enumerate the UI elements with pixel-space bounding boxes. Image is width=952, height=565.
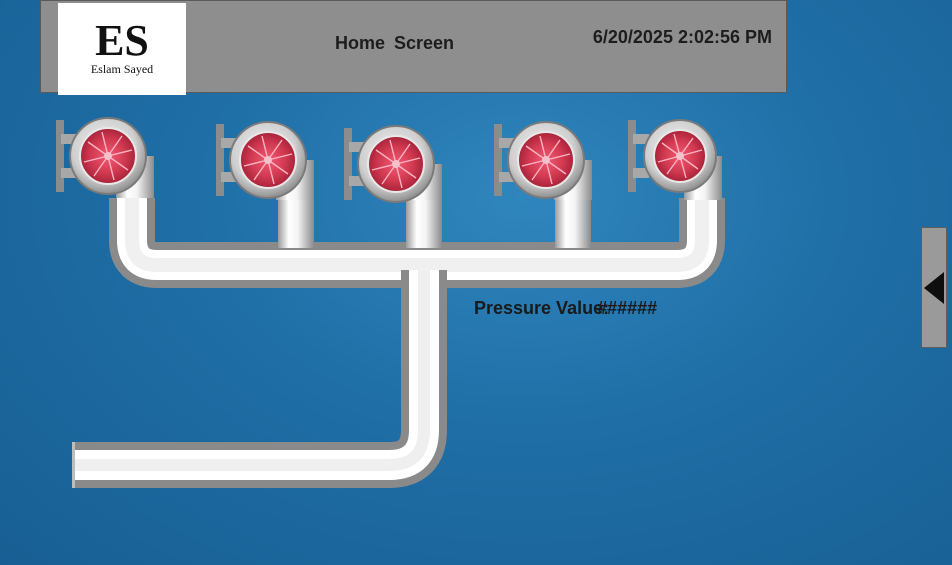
pump-3[interactable] — [344, 125, 442, 203]
pressure-readout: Pressure Value:###### — [474, 298, 657, 319]
pump-5[interactable] — [628, 119, 722, 200]
triangle-left-icon — [924, 272, 944, 304]
logo-initials: ES — [95, 16, 149, 65]
pump-2[interactable] — [216, 121, 314, 200]
side-panel-toggle-button[interactable] — [921, 227, 947, 348]
date-time-display: 6/20/2025 2:02:56 PM — [592, 27, 772, 47]
logo-name: Eslam Sayed — [90, 62, 154, 76]
pump-1[interactable] — [56, 117, 154, 198]
logo: ES Eslam Sayed — [58, 3, 186, 95]
pump-4[interactable] — [494, 121, 592, 200]
pressure-value: ###### — [597, 298, 658, 318]
header-bar: ES Eslam Sayed Home Screen 6/20/2025 2:0… — [40, 0, 787, 95]
pipe-network — [72, 198, 725, 488]
screen-title: Home Screen — [335, 33, 455, 53]
pressure-label: Pressure Value: — [474, 298, 610, 318]
